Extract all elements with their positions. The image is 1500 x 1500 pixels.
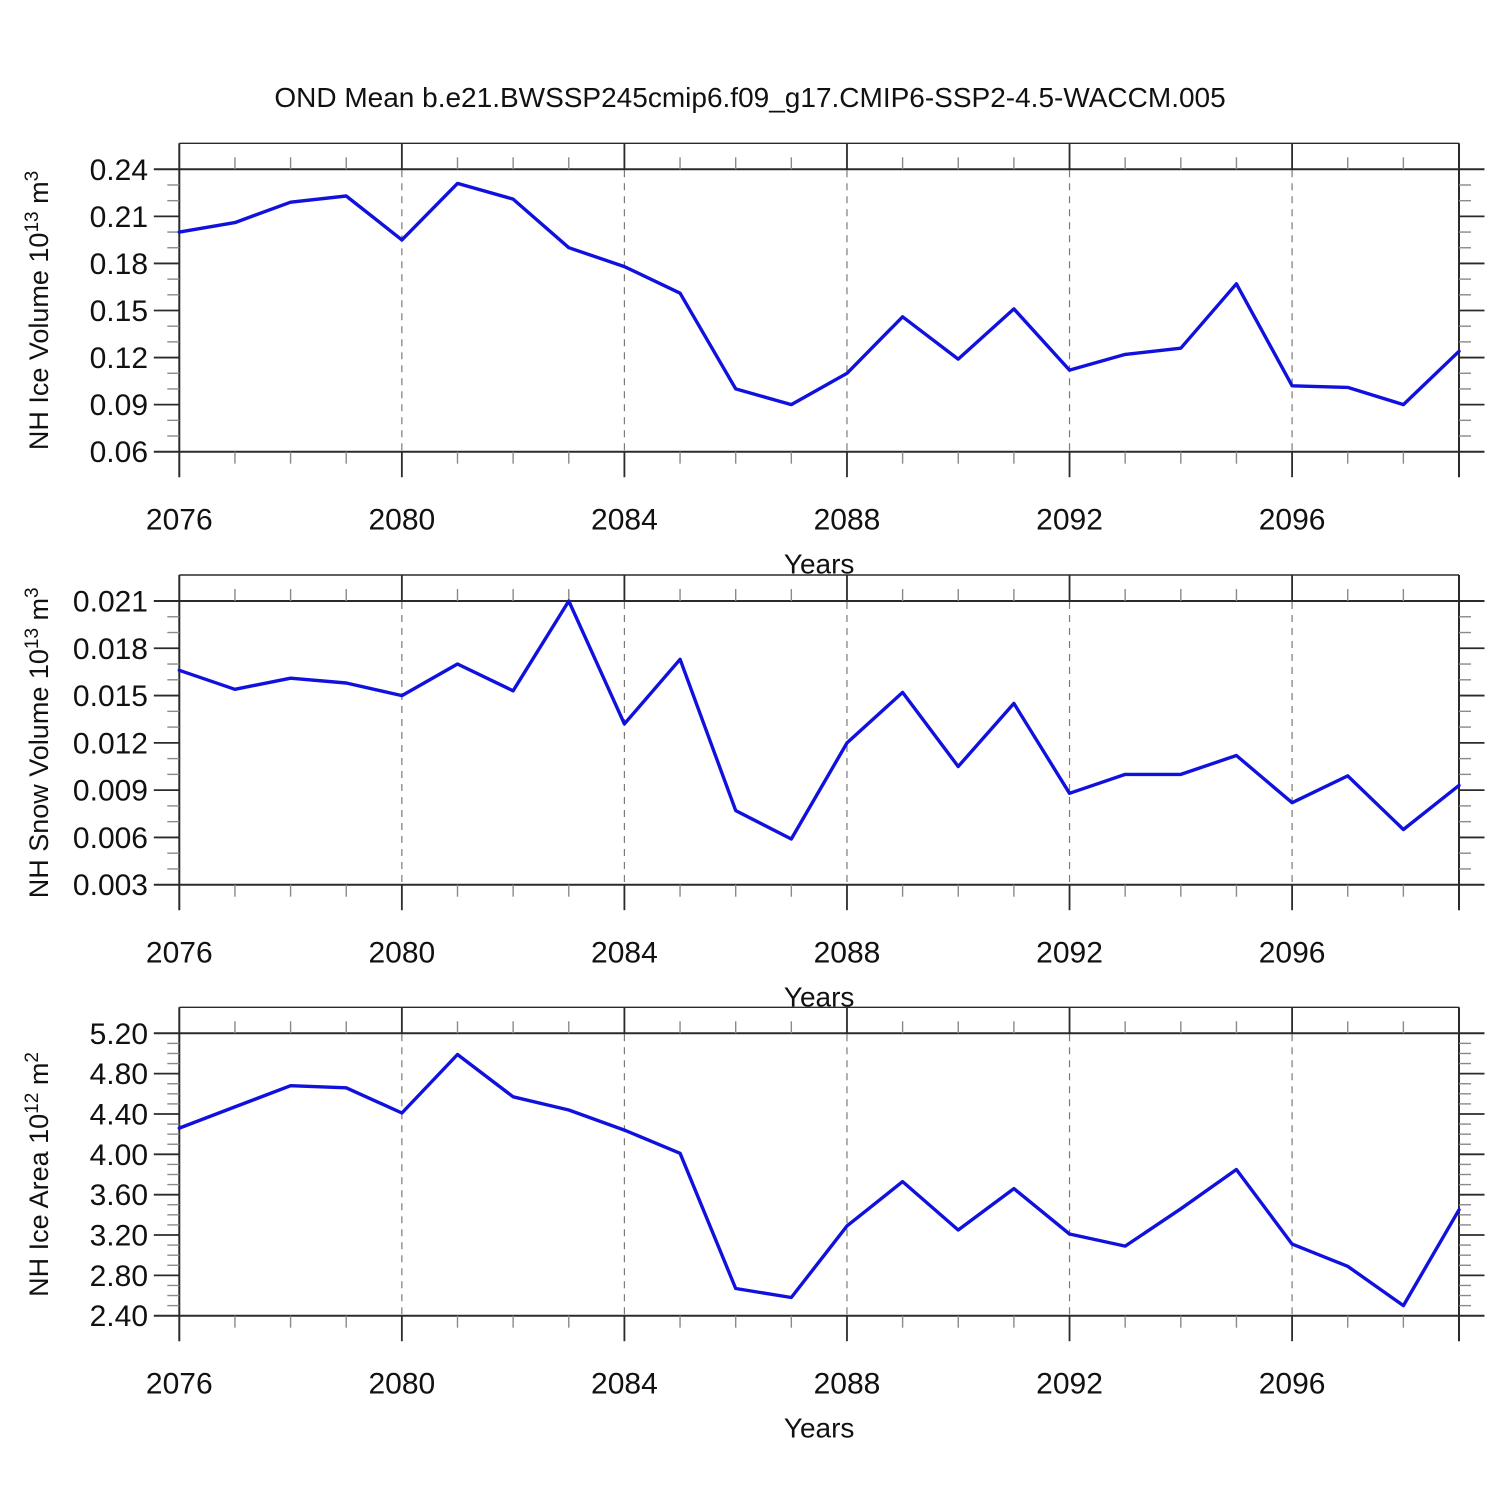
y-axis-title: NH Ice Volume 1013 m3: [22, 171, 54, 450]
nh-ice-area-line: [177, 1052, 1461, 1308]
y-tick-label: 0.009: [73, 775, 148, 808]
y-tick-label: 0.24: [90, 154, 148, 187]
x-tick-label: 2096: [1259, 504, 1326, 537]
x-tick-label: 2080: [368, 504, 435, 537]
x-tick-label: 2092: [1036, 937, 1103, 970]
y-axis-title: NH Snow Volume 1013 m3: [22, 587, 54, 898]
y-tick-label: 0.006: [73, 822, 148, 855]
y-tick-label: 2.40: [90, 1300, 148, 1333]
y-axis-title: NH Ice Area 1012 m2: [22, 1052, 54, 1297]
nh-snow-volume-line: [177, 599, 1461, 841]
x-tick-label: 2088: [814, 1368, 881, 1401]
y-tick-label: 0.021: [73, 586, 148, 619]
y-tick-label: 0.12: [90, 342, 148, 375]
y-tick-label: 0.018: [73, 633, 148, 666]
nh-snow-volume-plot: 0.003 0.006 0.009 0.012 0.015 0.018 0.021 2076 2…: [22, 574, 1485, 1013]
x-tick-label: 2092: [1036, 504, 1103, 537]
y-tick-label: 0.21: [90, 201, 148, 234]
x-tick-label: 2084: [591, 937, 658, 970]
x-tick-label: 2076: [146, 937, 213, 970]
y-tick-label: 2.80: [90, 1260, 148, 1293]
x-tick-label: 2096: [1259, 937, 1326, 970]
x-axis-title: Years: [784, 982, 855, 1013]
x-tick-label: 2080: [368, 1368, 435, 1401]
y-tick-label: 0.003: [73, 869, 148, 902]
nh-ice-area-plot: 2.40 2.80 3.20 3.60 4.00 4.40 4.80 5.20 2076 2080…: [22, 1006, 1485, 1444]
y-tick-label: 4.80: [90, 1058, 148, 1091]
nh-ice-volume-plot: 0.06 0.09 0.12 0.15 0.18 0.21 0.24 2076 2080 2084…: [22, 142, 1485, 580]
x-tick-label: 2080: [368, 937, 435, 970]
y-tick-label: 0.09: [90, 389, 148, 422]
y-tick-label: 0.15: [90, 295, 148, 328]
x-tick-label: 2076: [146, 1368, 213, 1401]
y-tick-label: 5.20: [90, 1018, 148, 1051]
y-tick-label: 0.18: [90, 248, 148, 281]
y-tick-label: 3.60: [90, 1179, 148, 1212]
x-tick-label: 2088: [814, 504, 881, 537]
page-title: OND Mean b.e21.BWSSP245cmip6.f09_g17.CMI…: [274, 82, 1226, 113]
x-tick-label: 2096: [1259, 1368, 1326, 1401]
x-tick-label: 2076: [146, 504, 213, 537]
y-tick-label: 0.012: [73, 727, 148, 760]
x-tick-label: 2092: [1036, 1368, 1103, 1401]
y-tick-label: 0.015: [73, 680, 148, 713]
nh-ice-volume-line: [177, 181, 1461, 407]
x-tick-label: 2084: [591, 1368, 658, 1401]
y-tick-label: 4.40: [90, 1098, 148, 1131]
x-tick-label: 2084: [591, 504, 658, 537]
x-axis-title: Years: [784, 1413, 855, 1444]
y-tick-label: 4.00: [90, 1139, 148, 1172]
y-tick-label: 0.06: [90, 436, 148, 469]
x-tick-label: 2088: [814, 937, 881, 970]
y-tick-label: 3.20: [90, 1220, 148, 1253]
